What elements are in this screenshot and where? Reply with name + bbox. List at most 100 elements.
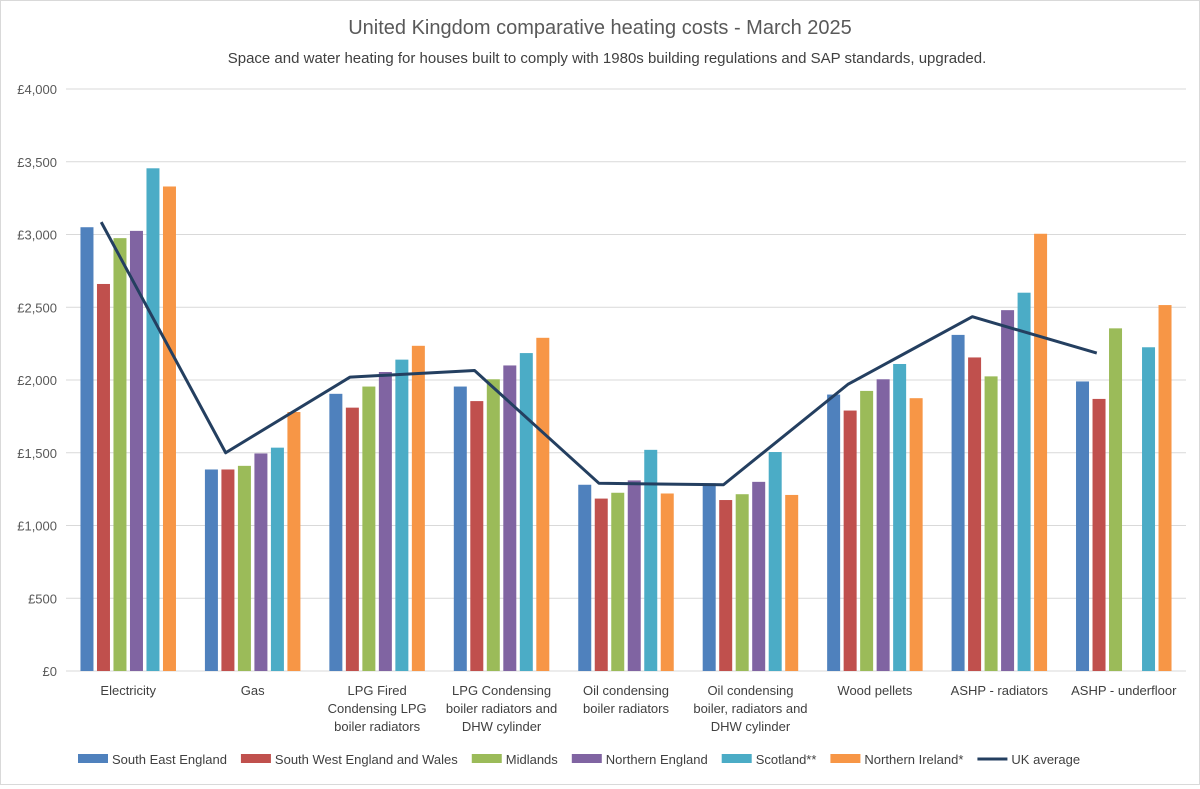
y-tick-label: £2,500 <box>17 300 57 315</box>
category-label: Oil condensing boiler radiators <box>583 683 669 716</box>
bar-midlands <box>611 492 625 671</box>
legend-label: UK average <box>1011 752 1080 767</box>
category-label: Gas <box>241 683 265 698</box>
bar-northern-ireland <box>411 345 425 671</box>
bar-south-east-england <box>80 227 94 671</box>
category-label: Wood pellets <box>837 683 912 698</box>
bar-south-west-england-and-wales <box>843 410 857 671</box>
legend-swatch <box>471 754 502 763</box>
legend-item-scotland: Scotland** <box>721 752 817 767</box>
y-tick-label: £3,500 <box>17 155 57 170</box>
bar-midlands <box>113 238 127 671</box>
bar-northern-ireland <box>660 493 674 671</box>
legend-swatch <box>721 754 752 763</box>
bar-midlands <box>735 494 749 671</box>
bar-northern-england <box>1001 310 1015 671</box>
bar-northern-england <box>129 230 143 672</box>
bar-south-west-england-and-wales <box>470 401 484 671</box>
legend-label: South West England and Wales <box>275 752 458 767</box>
bar-south-east-england <box>329 393 343 671</box>
legend-item-northern-england: Northern England <box>571 752 708 767</box>
bar-scotland <box>644 449 658 671</box>
bar-northern-ireland <box>785 494 799 671</box>
bar-south-west-england-and-wales <box>719 500 733 671</box>
bar-northern-england <box>627 480 641 671</box>
bar-scotland <box>768 452 782 671</box>
legend-swatch <box>78 754 108 763</box>
bar-south-west-england-and-wales <box>968 357 982 671</box>
bar-south-east-england <box>1076 381 1090 671</box>
bar-scotland <box>1142 347 1156 671</box>
bar-midlands <box>1109 328 1123 671</box>
bar-south-east-england <box>578 484 592 671</box>
bar-scotland <box>395 359 409 671</box>
category-label: LPG Condensing boiler radiators and DHW cy… <box>446 683 557 734</box>
x-axis-labels: Electricity Gas LPG Fired Condensing LPG boi… <box>100 683 1177 734</box>
bar-south-west-england-and-wales <box>221 469 235 671</box>
category-label: Electricity <box>100 683 156 698</box>
legend-item-uk-average: UK average <box>977 752 1080 767</box>
chart-title: United Kingdom comparative heating costs… <box>348 17 852 39</box>
bar-midlands <box>984 376 998 671</box>
bar-scotland <box>519 353 533 671</box>
bar-northern-ireland <box>1158 305 1172 671</box>
line-uk-average <box>99 221 1098 487</box>
bar-northern-england <box>378 371 392 671</box>
bar-south-east-england <box>204 469 218 671</box>
legend-label: Scotland** <box>756 752 817 767</box>
gridlines <box>66 88 1186 672</box>
y-tick-label: £4,000 <box>17 82 57 97</box>
legend: South East England South West England and… <box>78 752 1080 767</box>
legend-label: South East England <box>112 752 227 767</box>
legend-item-south-west-england-and-wales: South West England and Wales <box>240 752 458 767</box>
legend-label: Midlands <box>506 752 559 767</box>
category-label: LPG Fired Condensing LPG boiler radiators <box>328 683 427 734</box>
bar-south-east-england <box>702 483 716 671</box>
legend-swatch <box>830 754 861 763</box>
bar-scotland <box>146 168 160 672</box>
bar-scotland <box>893 363 907 671</box>
category-label: Oil condensing boiler, radiators and DHW c… <box>693 683 807 734</box>
bar-northern-ireland <box>287 412 301 671</box>
y-tick-label: £500 <box>28 591 57 606</box>
bar-south-east-england <box>827 394 841 671</box>
bar-scotland <box>1017 292 1031 671</box>
y-tick-label: £1,500 <box>17 446 57 461</box>
y-tick-label: £0 <box>43 664 57 679</box>
legend-swatch <box>571 754 602 763</box>
bar-midlands <box>237 465 251 671</box>
legend-label: Northern Ireland* <box>864 752 963 767</box>
bar-south-west-england-and-wales <box>1092 398 1106 671</box>
bar-northern-england <box>254 453 268 671</box>
bar-midlands <box>362 386 376 671</box>
bar-midlands <box>860 390 874 671</box>
bar-northern-england <box>752 481 766 671</box>
category-label: ASHP - underfloor <box>1071 683 1177 698</box>
bar-northern-ireland <box>909 398 923 671</box>
bar-northern-england <box>503 365 517 671</box>
bar-scotland <box>270 447 284 671</box>
legend-swatch <box>240 754 271 763</box>
bar-northern-england <box>876 379 890 671</box>
uk-average-line-layer <box>99 221 1098 487</box>
category-label: ASHP - radiators <box>951 683 1049 698</box>
chart-subtitle: Space and water heating for houses built… <box>228 50 987 67</box>
legend-item-northern-ireland: Northern Ireland* <box>830 752 963 767</box>
y-axis-ticks: £0 £500 £1,000 £1,500 £2,000 £2,500 £3,000 £3,5… <box>17 82 57 679</box>
y-tick-label: £1,000 <box>17 519 57 534</box>
legend-item-south-east-england: South East England <box>78 752 227 767</box>
bar-northern-ireland <box>162 186 176 672</box>
bar-northern-ireland <box>536 337 550 671</box>
y-tick-label: £2,000 <box>17 373 57 388</box>
bar-south-east-england <box>951 334 965 671</box>
bar-south-east-england <box>453 386 467 671</box>
y-tick-label: £3,000 <box>17 228 57 243</box>
bar-midlands <box>486 379 500 671</box>
legend-label: Northern England <box>606 752 708 767</box>
bar-south-west-england-and-wales <box>594 498 608 671</box>
bar-south-west-england-and-wales <box>96 283 110 671</box>
bar-northern-ireland <box>1034 233 1048 671</box>
bar-south-west-england-and-wales <box>345 407 359 671</box>
